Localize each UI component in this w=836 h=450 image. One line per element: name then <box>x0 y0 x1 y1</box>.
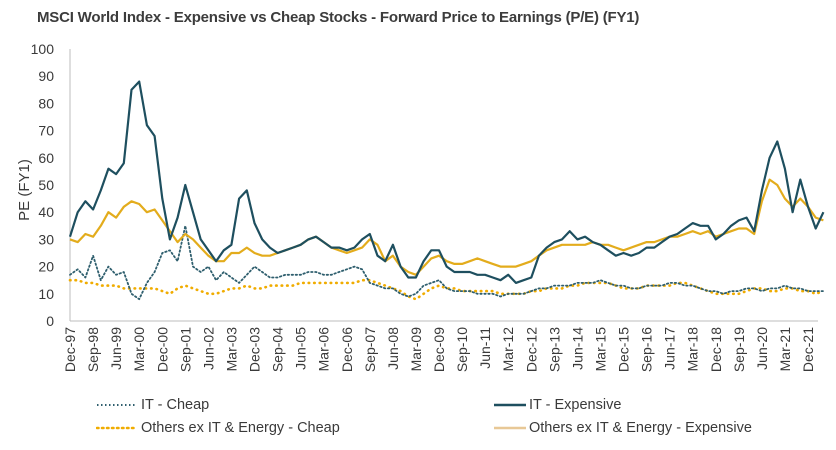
x-tick-label: Mar-06 <box>316 327 332 372</box>
x-tick-label: Mar-18 <box>685 327 701 372</box>
series-line-it-cheap <box>69 224 825 301</box>
legend: IT - Cheap IT - Expensive Others ex IT &… <box>96 397 816 445</box>
x-tick-label: Sep-98 <box>85 327 101 372</box>
x-tick-label: Sep-16 <box>639 327 655 372</box>
x-tick-label: Jun-02 <box>200 327 216 370</box>
series-layer <box>68 80 825 301</box>
legend-item-others-expensive: Others ex IT & Energy - Expensive <box>494 420 752 436</box>
series-line-others-ex-it-energy-expensive <box>69 178 824 276</box>
y-tick-label: 10 <box>38 286 54 302</box>
x-tick-label: Dec-06 <box>339 327 355 372</box>
x-tick-label: Sep-01 <box>177 327 193 372</box>
line-chart: 0 10 20 30 40 50 60 70 80 90 100 Dec-97 Sep-98 Jun-9… <box>16 41 825 372</box>
x-tick-label: Mar-03 <box>223 327 239 372</box>
x-tick-label: Jun-08 <box>385 327 401 370</box>
x-tick-label: Mar-12 <box>500 327 516 372</box>
y-tick-label: 70 <box>38 123 54 139</box>
solid-line-swatch-icon <box>494 403 526 407</box>
y-axis: 0 10 20 30 40 50 60 70 80 90 100 <box>31 41 71 329</box>
x-tick-label: Mar-21 <box>777 327 793 372</box>
dotted-line-swatch-icon <box>97 404 137 406</box>
legend-label: IT - Expensive <box>529 397 622 413</box>
x-tick-label: Mar-15 <box>592 327 608 372</box>
y-tick-label: 50 <box>38 177 54 193</box>
y-tick-label: 80 <box>38 95 54 111</box>
solid-line-swatch-icon <box>494 426 526 430</box>
series-line-it-expensive <box>68 80 825 284</box>
dotted-line-swatch-icon <box>96 426 138 430</box>
y-tick-label: 60 <box>38 150 54 166</box>
x-tick-label: Jun-17 <box>662 327 678 370</box>
x-tick-label: Mar-00 <box>131 327 147 372</box>
legend-item-others-cheap: Others ex IT & Energy - Cheap <box>96 420 340 436</box>
x-tick-label: Sep-10 <box>454 327 470 372</box>
x-axis: Dec-97 Sep-98 Jun-99 Mar-00 Dec-00 Sep-01 Jun-… <box>62 320 818 372</box>
x-tick-label: Jun-99 <box>108 327 124 370</box>
x-tick-label: Jun-05 <box>293 327 309 370</box>
x-tick-label: Dec-09 <box>431 327 447 372</box>
legend-label: Others ex IT & Energy - Expensive <box>529 420 752 436</box>
x-tick-label: Sep-13 <box>546 327 562 372</box>
x-tick-label: Dec-03 <box>247 327 263 372</box>
x-tick-label: Dec-12 <box>523 327 539 372</box>
y-axis-label: PE (FY1) <box>16 159 33 221</box>
legend-item-it-expensive: IT - Expensive <box>494 397 621 413</box>
x-tick-label: Sep-19 <box>731 327 747 372</box>
y-tick-label: 20 <box>38 259 54 275</box>
y-tick-label: 40 <box>38 204 54 220</box>
x-tick-label: Sep-04 <box>270 327 286 372</box>
chart-title: MSCI World Index - Expensive vs Cheap St… <box>37 9 640 26</box>
x-tick-label: Jun-20 <box>754 327 770 370</box>
x-tick-label: Jun-11 <box>477 327 493 369</box>
legend-label: IT - Cheap <box>141 397 210 413</box>
x-tick-label: Jun-14 <box>569 327 585 370</box>
y-tick-label: 30 <box>38 231 54 247</box>
y-tick-label: 90 <box>38 68 54 84</box>
x-tick-label: Dec-18 <box>708 327 724 372</box>
x-tick-label: Dec-00 <box>154 327 170 372</box>
x-tick-label: Sep-07 <box>362 327 378 372</box>
x-tick-label: Mar-09 <box>408 327 424 372</box>
legend-label: Others ex IT & Energy - Cheap <box>141 420 340 436</box>
legend-item-it-cheap: IT - Cheap <box>96 397 209 413</box>
x-tick-label: Dec-97 <box>62 327 78 372</box>
series-line-others-ex-it-energy-cheap <box>68 278 825 301</box>
x-tick-label: Dec-15 <box>616 327 632 372</box>
y-tick-label: 100 <box>31 41 55 57</box>
y-tick-label: 0 <box>46 313 54 329</box>
x-tick-label: Dec-21 <box>800 327 816 372</box>
